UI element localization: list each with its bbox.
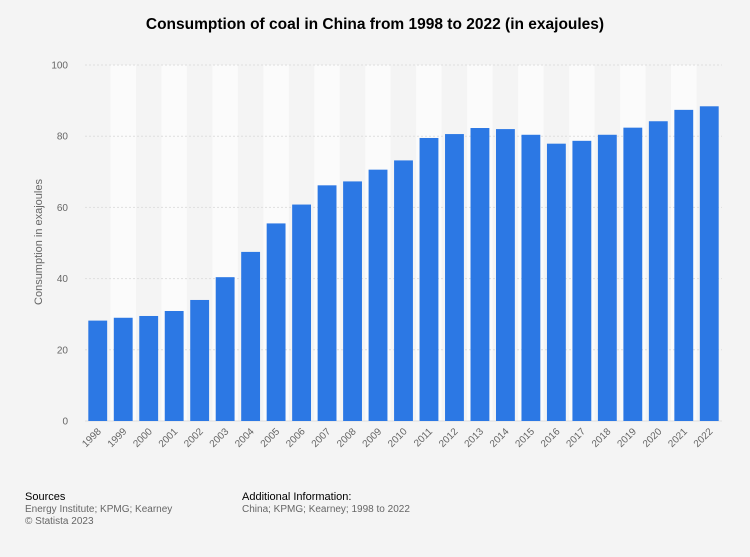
bar: [266, 223, 286, 421]
x-tick-label: 2017: [564, 426, 588, 450]
bar: [368, 169, 388, 421]
bar: [470, 128, 490, 421]
x-tick-label: 2016: [539, 426, 563, 450]
x-tick-label: 2008: [335, 426, 359, 450]
additional-info-text: China; KPMG; Kearney; 1998 to 2022: [242, 504, 410, 515]
y-axis-ticks: 0 20 40 60 80 100: [51, 61, 68, 428]
bar: [241, 251, 261, 421]
x-tick-label: 2021: [666, 426, 690, 450]
bar: [495, 129, 515, 421]
x-tick-label: 2022: [692, 426, 716, 450]
x-tick-label: 2003: [208, 426, 232, 450]
bar: [164, 310, 184, 421]
bar: [343, 181, 362, 421]
bar: [292, 204, 312, 421]
x-tick-label: 2019: [615, 426, 639, 450]
chart-title: Consumption of coal in China from 1998 t…: [145, 16, 605, 33]
bar: [546, 143, 566, 421]
x-tick-label: 2015: [514, 426, 538, 450]
x-tick-label: 2011: [412, 426, 435, 449]
sources-heading: Sources: [25, 491, 66, 503]
bar: [190, 299, 210, 421]
x-tick-label: 2018: [590, 426, 614, 450]
copyright-text: © Statista 2023: [25, 516, 94, 527]
x-tick-label: 2001: [157, 426, 181, 450]
x-tick-label: 2009: [361, 426, 385, 450]
x-tick-label: 1999: [106, 426, 130, 450]
x-tick-label: 2012: [437, 426, 461, 450]
bar: [419, 137, 439, 422]
sources-block: Sources Energy Institute; KPMG; Kearney …: [25, 491, 172, 528]
y-tick-label: 0: [62, 417, 68, 428]
x-tick-label: 2006: [284, 426, 308, 450]
bar: [521, 134, 541, 421]
bar: [445, 134, 464, 421]
additional-info-block: Additional Information: China; KPMG; Kea…: [242, 491, 410, 516]
bar: [623, 127, 643, 421]
x-tick-label: 2005: [259, 426, 283, 450]
additional-info-heading: Additional Information:: [242, 491, 352, 503]
x-tick-label: 2014: [488, 426, 512, 450]
bar: [394, 160, 413, 421]
y-tick-label: 100: [51, 61, 68, 72]
bars: [88, 106, 719, 422]
sources-text: Energy Institute; KPMG; Kearney: [25, 504, 173, 515]
bar: [699, 106, 719, 422]
x-tick-label: 2013: [463, 426, 487, 450]
y-tick-label: 40: [57, 274, 69, 285]
bar: [88, 320, 108, 421]
y-tick-label: 60: [57, 203, 69, 214]
x-tick-label: 2002: [182, 426, 206, 450]
y-tick-label: 80: [57, 132, 69, 143]
x-tick-label: 2020: [641, 426, 665, 450]
bar: [215, 277, 235, 421]
x-tick-label: 2004: [233, 426, 257, 450]
y-tick-label: 20: [57, 345, 69, 356]
x-axis-ticks: 1998 1999 2000 2001 2002 2003 2004 2005 2006 2007…: [80, 426, 715, 450]
y-axis-label: Consumption in exajoules: [33, 179, 45, 305]
x-tick-label: 2000: [131, 426, 155, 450]
bar: [674, 109, 694, 421]
x-tick-label: 1998: [80, 426, 104, 450]
bar: [597, 134, 617, 421]
x-tick-label: 2010: [386, 426, 410, 450]
x-tick-label: 2007: [310, 426, 334, 450]
bar: [113, 317, 133, 421]
bar: [572, 140, 592, 421]
bar: [648, 121, 668, 422]
bar: [139, 315, 159, 421]
bar: [317, 185, 337, 421]
